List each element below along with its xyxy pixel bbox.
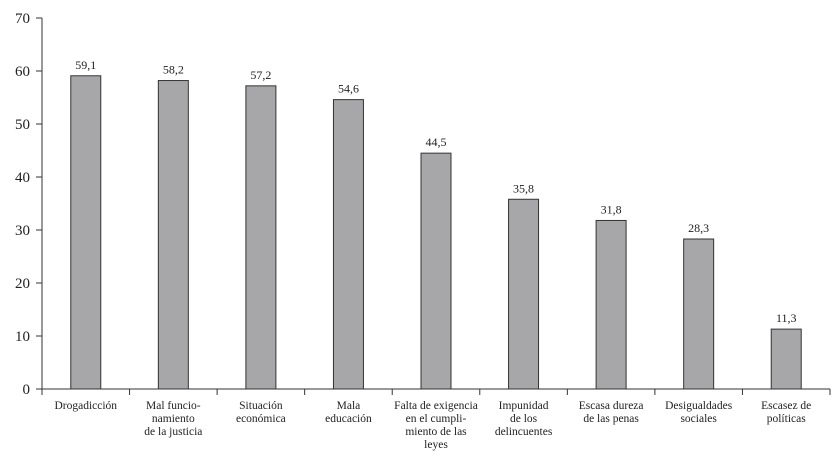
- bar: [770, 328, 802, 390]
- x-tick-label-line: económica: [236, 413, 286, 425]
- x-tick-label-line: Falta de exigencia: [394, 400, 478, 412]
- bar: [70, 75, 102, 390]
- x-tick-label: Escasa dureza de las penas: [579, 400, 644, 425]
- x-tick-label: Situación económica: [236, 400, 286, 425]
- x-tick-label-line: de las penas: [583, 413, 639, 425]
- x-tick-label: Falta de exigencia en el cumpli-miento de…: [394, 400, 478, 451]
- data-label: 28,3: [688, 221, 709, 235]
- x-tick-label-line: Situación: [239, 400, 283, 412]
- bar: [595, 219, 627, 390]
- x-tick-label-line: Mal funcio-: [146, 400, 201, 412]
- y-tick-label: 60: [15, 64, 30, 80]
- x-tick-label-line: Impunidad: [499, 400, 549, 412]
- data-label: 44,5: [426, 135, 447, 149]
- y-tick-label: 30: [15, 223, 30, 239]
- x-tick-label-line: sociales: [680, 413, 717, 425]
- x-tick-label-line: educación: [325, 413, 372, 425]
- bar: [420, 152, 452, 390]
- x-tick-label: Mal funcio-namiento de la justicia: [144, 400, 202, 438]
- x-tick-label-line: de la justicia: [144, 426, 202, 438]
- bar: [332, 99, 364, 390]
- x-tick-label-line: delincuentes: [495, 426, 553, 438]
- data-label: 57,2: [250, 68, 271, 82]
- x-tick-label-line: Escasez de: [761, 400, 811, 412]
- y-tick-label: 40: [15, 170, 30, 186]
- x-tick-label: Desigualdades sociales: [665, 400, 733, 425]
- x-tick-label: Escasez de políticas: [761, 400, 811, 425]
- x-tick-label-line: Escasa dureza: [579, 400, 644, 412]
- x-tick-label-line: miento de las: [405, 426, 467, 438]
- data-label: 35,8: [513, 181, 534, 195]
- data-label: 59,1: [75, 58, 96, 72]
- y-tick-label: 70: [15, 11, 30, 27]
- bar: [157, 80, 189, 390]
- x-tick-label-line: Desigualdades: [665, 400, 733, 412]
- y-tick-label: 0: [23, 382, 31, 398]
- bar: [508, 198, 540, 390]
- bar: [245, 85, 277, 390]
- x-tick-label-line: namiento: [152, 413, 195, 425]
- x-tick-label: Drogadicción: [54, 400, 117, 412]
- data-label: 58,2: [163, 63, 184, 77]
- x-tick-label-line: Drogadicción: [54, 400, 117, 412]
- x-tick-label: Mala educación: [325, 400, 372, 425]
- x-tick-label: Impunidad de los delincuentes: [495, 400, 553, 438]
- y-tick-label: 20: [15, 276, 30, 292]
- data-label: 31,8: [601, 202, 622, 216]
- x-tick-label-line: políticas: [767, 413, 806, 425]
- data-label: 11,3: [776, 311, 797, 325]
- x-tick-label-line: de los: [510, 413, 538, 425]
- y-tick-label: 10: [15, 329, 30, 345]
- y-tick-label: 50: [15, 117, 30, 133]
- x-tick-label-line: Mala: [337, 400, 361, 412]
- data-label: 54,6: [338, 82, 359, 96]
- bars: [70, 75, 802, 390]
- x-tick-label-line: leyes: [424, 439, 448, 451]
- x-tick-label-line: en el cumpli-: [406, 413, 467, 425]
- bar: [683, 238, 715, 390]
